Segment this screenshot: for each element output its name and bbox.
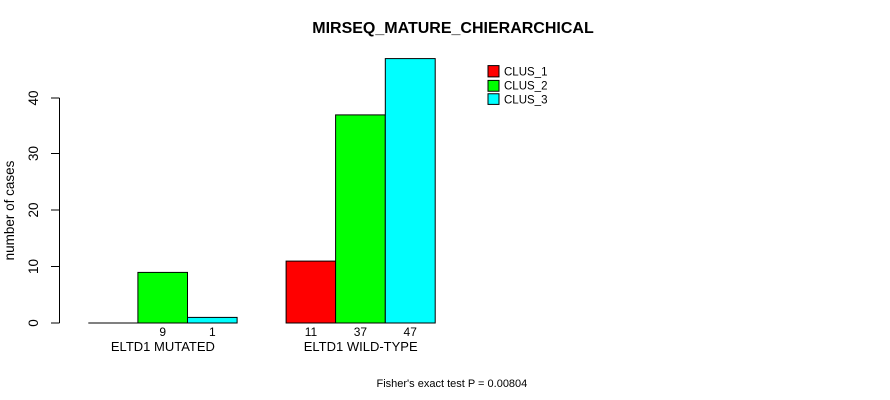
svg-text:MIRSEQ_MATURE_CHIERARCHICAL: MIRSEQ_MATURE_CHIERARCHICAL (312, 20, 594, 37)
svg-text:number of cases: number of cases (2, 160, 17, 260)
svg-text:ELTD1 WILD-TYPE: ELTD1 WILD-TYPE (304, 339, 418, 354)
svg-text:11: 11 (305, 325, 318, 339)
svg-text:CLUS_1: CLUS_1 (504, 67, 547, 79)
svg-text:CLUS_2: CLUS_2 (504, 81, 547, 93)
svg-text:20: 20 (26, 202, 41, 217)
svg-text:10: 10 (26, 259, 41, 274)
svg-text:37: 37 (354, 325, 368, 339)
svg-text:1: 1 (209, 325, 216, 339)
svg-text:ELTD1 MUTATED: ELTD1 MUTATED (111, 339, 215, 354)
svg-text:40: 40 (26, 90, 41, 105)
svg-text:CLUS_3: CLUS_3 (504, 94, 547, 106)
svg-text:Fisher's exact test P = 0.0080: Fisher's exact test P = 0.00804 (377, 378, 528, 390)
svg-text:0: 0 (26, 319, 41, 327)
svg-text:30: 30 (26, 146, 41, 161)
svg-text:47: 47 (404, 325, 418, 339)
svg-text:9: 9 (159, 325, 166, 339)
